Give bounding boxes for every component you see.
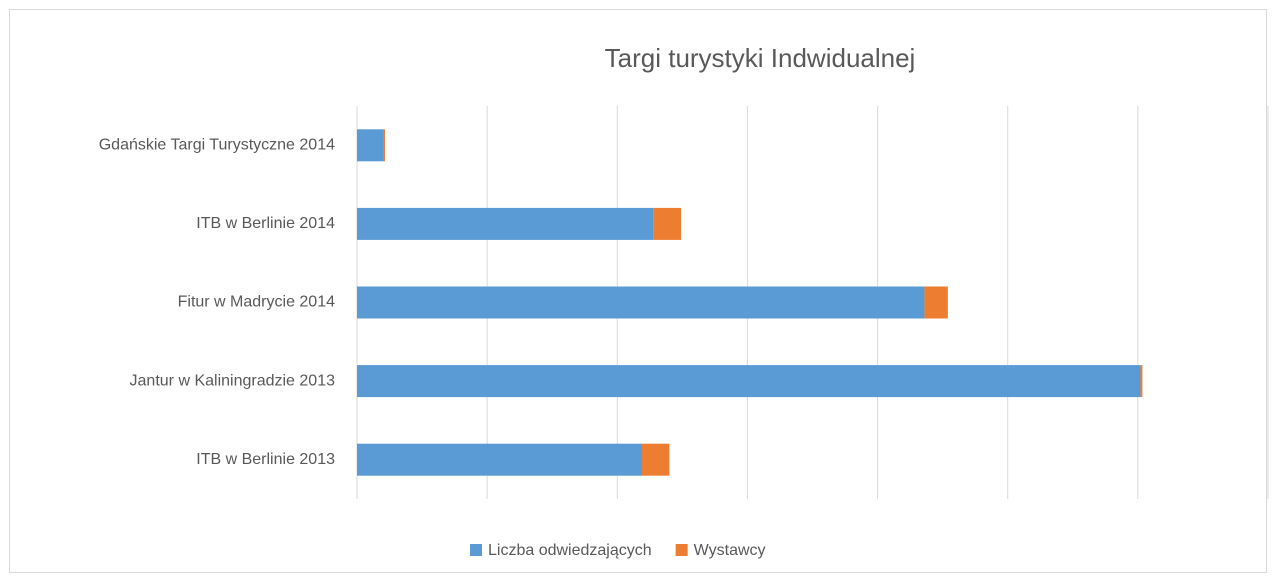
- y-tick-label: Jantur w Kaliningradzie 2013: [130, 372, 336, 389]
- bar: [357, 129, 384, 162]
- bar: [653, 207, 682, 240]
- legend-swatch: [470, 544, 482, 556]
- y-tick-label: Fitur w Madrycie 2014: [178, 294, 335, 311]
- bar: [642, 443, 670, 476]
- bar: [357, 286, 925, 319]
- legend-label: Wystawcy: [694, 542, 766, 559]
- legend-swatch: [675, 544, 688, 556]
- bar: [357, 365, 1141, 398]
- bar: [357, 443, 643, 476]
- chart-title: Targi turystyki Indwidualnej: [605, 43, 916, 73]
- y-tick-label: ITB w Berlinie 2013: [196, 451, 335, 468]
- y-tick-label: Gdańskie Targi Turystyczne 2014: [99, 137, 335, 154]
- bar: [357, 207, 654, 240]
- bar: [924, 286, 948, 319]
- legend-label: Liczba odwiedzających: [488, 542, 652, 559]
- y-tick-label: ITB w Berlinie 2014: [196, 215, 335, 232]
- bar: [383, 129, 385, 162]
- bar: [1140, 365, 1143, 398]
